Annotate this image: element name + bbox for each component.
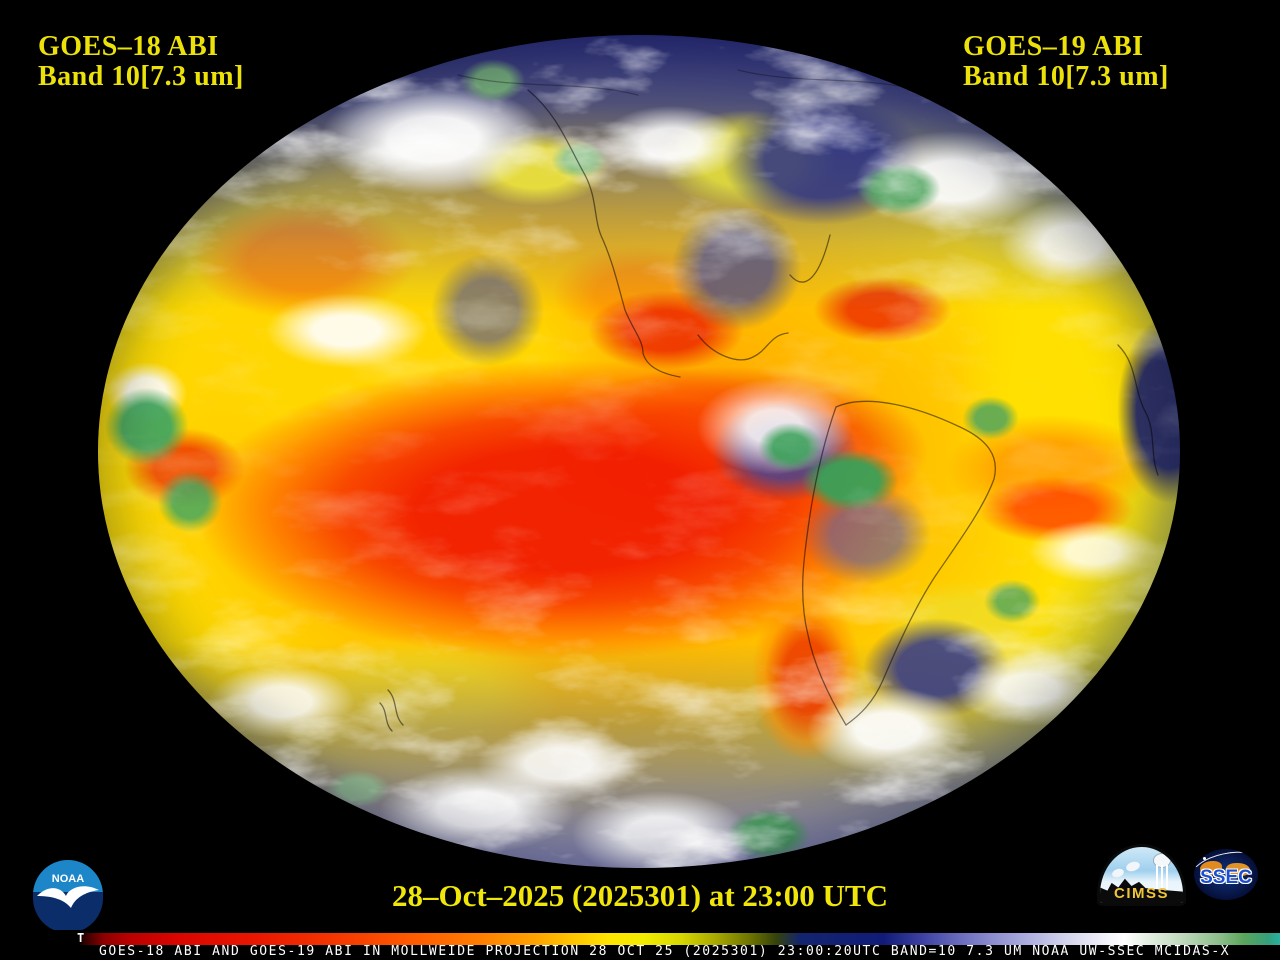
ssec-logo-icon: SSEC [1194,849,1258,900]
cimss-logo-text: CIMSS [1113,885,1169,902]
timestamp-label: 28–Oct–2025 (2025301) at 23:00 UTC [392,878,888,913]
noaa-logo-icon: NOAA [33,860,103,933]
cimss-logo-icon: CIMSS [1097,844,1186,906]
coastlines [379,69,1159,732]
globe-cloud-texture [98,35,1180,868]
colorbar-threshold-label: T [77,931,85,945]
ssec-continent [1200,861,1222,875]
cimss-dish-icon [1124,860,1142,873]
ssec-continent [1226,863,1250,876]
ssec-logo-text: SSEC [1200,867,1252,888]
enhancement-colorbar [80,933,1280,945]
cimss-dish-icon [1111,867,1125,879]
noaa-logo-text: NOAA [52,873,84,885]
mollweide-globe-image [98,35,1180,868]
ssec-star [1203,857,1206,860]
cimss-tower [1156,865,1169,889]
mcidas-annotation-line: GOES-18 ABI AND GOES-19 ABI IN MOLLWEIDE… [99,944,1231,959]
